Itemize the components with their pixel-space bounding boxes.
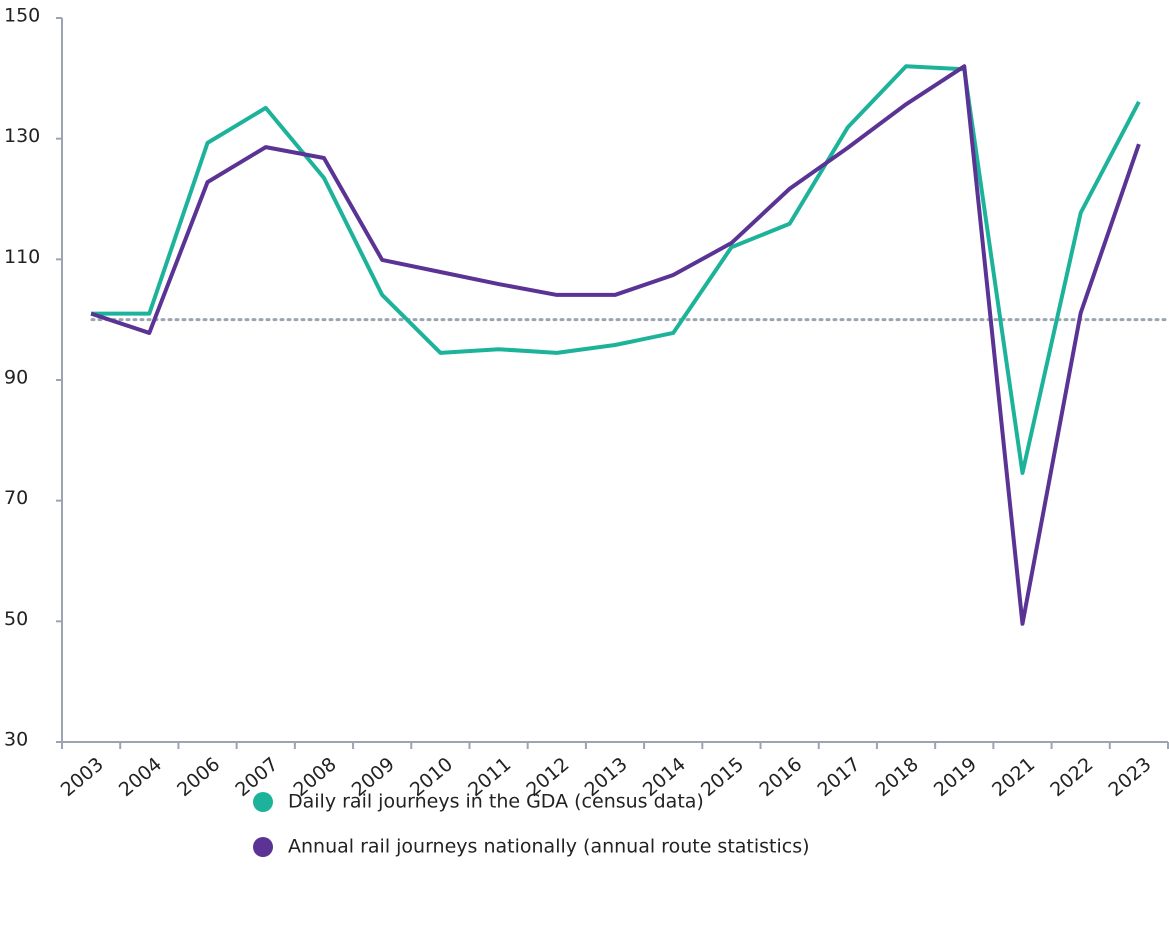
x-tick-label: 2019 [930, 753, 981, 801]
y-tick-label: 150 [4, 5, 40, 27]
x-tick-label: 2017 [813, 753, 864, 801]
x-tick-label: 2003 [57, 753, 108, 801]
x-tick-label: 2022 [1046, 753, 1097, 801]
x-tick-label: 2021 [988, 753, 1039, 801]
y-tick-label: 130 [4, 125, 40, 147]
series-line [91, 64, 1141, 475]
y-tick-label: 110 [4, 246, 40, 268]
y-tick-label: 90 [4, 367, 28, 389]
legend-label: Daily rail journeys in the GDA (census d… [288, 791, 704, 813]
x-tick-label: 2023 [1104, 753, 1155, 801]
legend-label: Annual rail journeys nationally (annual … [288, 836, 810, 858]
x-tick-label: 2006 [173, 753, 224, 801]
y-tick-label: 50 [4, 608, 28, 630]
y-tick-label: 70 [4, 487, 28, 509]
x-tick-label: 2015 [697, 753, 748, 801]
legend-swatch [253, 837, 273, 857]
x-tick-label: 2016 [755, 753, 806, 801]
y-tick-label: 30 [4, 729, 28, 751]
x-tick-label: 2018 [872, 753, 923, 801]
x-tick-label: 2007 [231, 753, 282, 801]
legend-swatch [253, 792, 273, 812]
x-tick-label: 2004 [115, 753, 166, 801]
series-line [90, 64, 1141, 626]
